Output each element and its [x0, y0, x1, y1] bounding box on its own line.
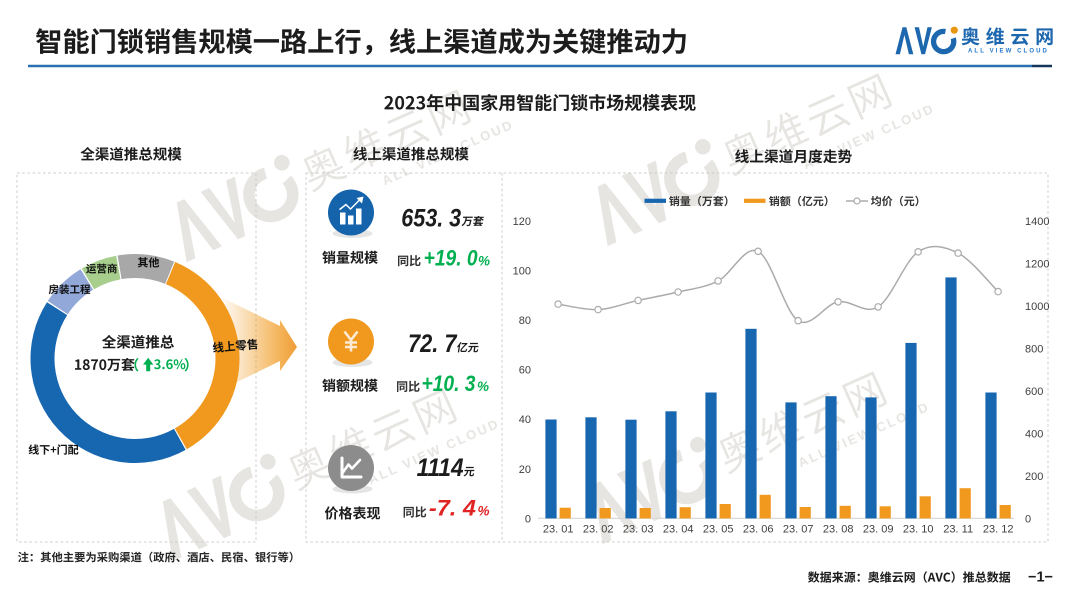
svg-text:ALL VIEW CLOUD: ALL VIEW CLOUD — [968, 49, 1049, 55]
svg-text:+10. 3: +10. 3 — [422, 371, 476, 396]
svg-text:23. 05: 23. 05 — [703, 524, 734, 536]
svg-text:80: 80 — [519, 315, 531, 327]
svg-text:23. 08: 23. 08 — [823, 524, 854, 536]
svg-text:40: 40 — [519, 414, 531, 426]
svg-text:23. 07: 23. 07 — [783, 524, 814, 536]
svg-text:23. 09: 23. 09 — [863, 524, 894, 536]
svg-text:-7. 4: -7. 4 — [429, 496, 476, 521]
svg-text:23. 01: 23. 01 — [543, 524, 574, 536]
svg-text:200: 200 — [1025, 471, 1043, 483]
svg-text:%: % — [477, 379, 489, 394]
svg-text:800: 800 — [1025, 343, 1043, 355]
svg-text:600: 600 — [1025, 386, 1043, 398]
svg-text:23. 06: 23. 06 — [743, 524, 774, 536]
svg-text:23. 11: 23. 11 — [943, 524, 973, 536]
svg-text:−1−: −1− — [1028, 570, 1053, 586]
svg-text:1400: 1400 — [1025, 216, 1049, 228]
svg-text:120: 120 — [513, 216, 531, 228]
svg-text:100: 100 — [513, 266, 531, 278]
svg-text:1000: 1000 — [1025, 301, 1049, 313]
svg-text:+19. 0: +19. 0 — [424, 245, 479, 270]
svg-text:60: 60 — [519, 365, 531, 377]
svg-text:23. 04: 23. 04 — [663, 524, 694, 536]
svg-text:23. 02: 23. 02 — [583, 524, 614, 536]
svg-text:%: % — [478, 253, 490, 268]
svg-text:%: % — [478, 504, 490, 519]
svg-text:1114: 1114 — [417, 454, 464, 482]
svg-text:1200: 1200 — [1025, 258, 1049, 270]
svg-text:0: 0 — [1025, 513, 1031, 525]
svg-text:653. 3: 653. 3 — [401, 205, 461, 233]
svg-text:23. 03: 23. 03 — [623, 524, 654, 536]
svg-text:400: 400 — [1025, 428, 1043, 440]
svg-text:20: 20 — [519, 464, 531, 476]
svg-text:72. 7: 72. 7 — [408, 330, 458, 358]
svg-text:23. 10: 23. 10 — [903, 524, 934, 536]
svg-text:23. 12: 23. 12 — [983, 524, 1014, 536]
svg-text:0: 0 — [525, 513, 531, 525]
